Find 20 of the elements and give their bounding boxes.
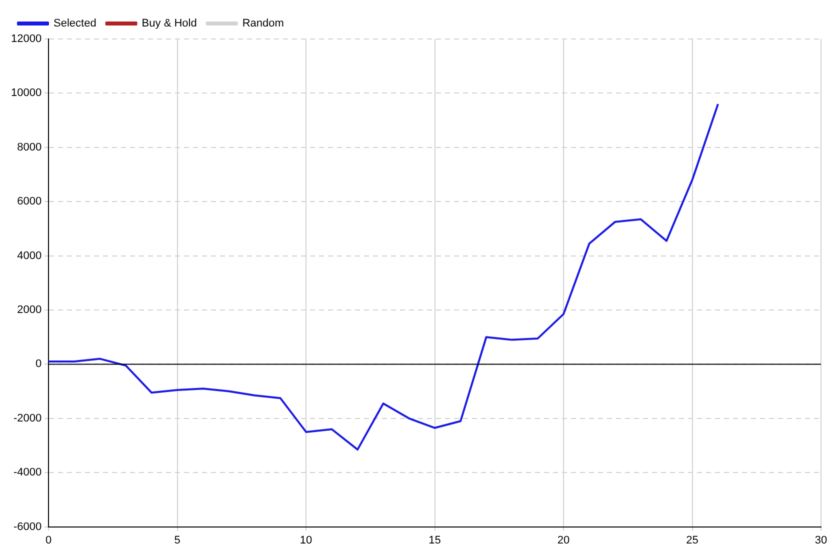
y-tick-label: 0: [35, 358, 42, 370]
x-tick-label: 5: [174, 534, 180, 546]
y-tick-label: 6000: [17, 196, 42, 208]
x-tick-label: 30: [814, 534, 828, 546]
y-tick-label: 2000: [17, 304, 42, 316]
legend-label: Buy & Hold: [142, 18, 197, 30]
x-tick-label: 15: [428, 534, 441, 546]
x-tick-label: 10: [300, 534, 312, 546]
y-tick-label: 10000: [10, 87, 42, 100]
x-tick-label: 25: [686, 534, 698, 546]
y-tick-label: 4000: [17, 250, 42, 262]
x-tick-label: 0: [46, 534, 52, 546]
legend-label: Random: [242, 18, 284, 30]
y-tick-label: -6000: [13, 520, 42, 533]
y-tick-label: 8000: [17, 141, 42, 154]
legend-label: Selected: [54, 18, 96, 30]
y-tick-label: -2000: [13, 412, 42, 424]
y-tick-label: 12000: [10, 33, 42, 46]
x-tick-label: 20: [557, 534, 570, 546]
y-tick-label: -4000: [13, 466, 42, 479]
